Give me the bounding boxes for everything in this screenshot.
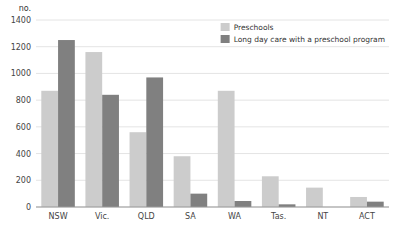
- bars: [41, 40, 383, 207]
- bar: [262, 176, 279, 207]
- grid-line: [36, 46, 389, 47]
- legend-swatch: [221, 35, 230, 43]
- x-tick-label: Tas.: [270, 212, 286, 221]
- y-tick-label: 600: [16, 123, 31, 132]
- y-axis: 0 200 400 600 800 1000 1200 1400: [11, 16, 389, 212]
- chart-container: 0 200 400 600 800 1000 1200 1400 no. NSW Vic. QLD SA…: [0, 0, 397, 227]
- chart-svg: 0 200 400 600 800 1000 1200 1400 no. NSW Vic. QLD SA…: [0, 0, 397, 227]
- y-tick-label: 400: [16, 150, 31, 159]
- legend-label: Long day care with a preschool program: [234, 35, 385, 44]
- x-tick-label: Vic.: [95, 212, 109, 221]
- bar: [190, 194, 207, 207]
- bar: [41, 91, 58, 207]
- x-axis: NSW Vic. QLD SA WA Tas. NT ACT: [36, 207, 389, 221]
- bar: [350, 197, 367, 207]
- bar: [174, 156, 191, 207]
- bar: [306, 188, 323, 207]
- x-tick-label: WA: [228, 212, 241, 221]
- y-tick-label: 1400: [11, 16, 31, 25]
- bar: [146, 77, 163, 207]
- x-tick-label: QLD: [138, 212, 155, 221]
- x-tick-label: SA: [185, 212, 196, 221]
- x-tick-label: NSW: [49, 212, 68, 221]
- y-tick-label: 1200: [11, 43, 31, 52]
- bar: [130, 132, 147, 207]
- y-tick-label: 0: [26, 203, 31, 212]
- legend-label: Preschools: [234, 23, 274, 32]
- bar: [235, 201, 252, 207]
- grid-line: [36, 207, 389, 208]
- bar: [367, 202, 384, 207]
- x-tick-label: ACT: [359, 212, 375, 221]
- bar: [218, 91, 235, 207]
- legend: Preschools Long day care with a preschool…: [221, 23, 385, 44]
- legend-swatch: [221, 23, 230, 31]
- bar: [58, 40, 75, 207]
- grid-line: [36, 20, 389, 21]
- y-axis-label: no.: [19, 4, 31, 13]
- y-tick-label: 800: [16, 96, 31, 105]
- y-tick-label: 1000: [11, 69, 31, 78]
- x-tick-label: NT: [317, 212, 328, 221]
- bar: [102, 95, 119, 207]
- y-tick-label: 200: [16, 176, 31, 185]
- x-axis-line: [36, 207, 389, 208]
- bar: [85, 52, 102, 207]
